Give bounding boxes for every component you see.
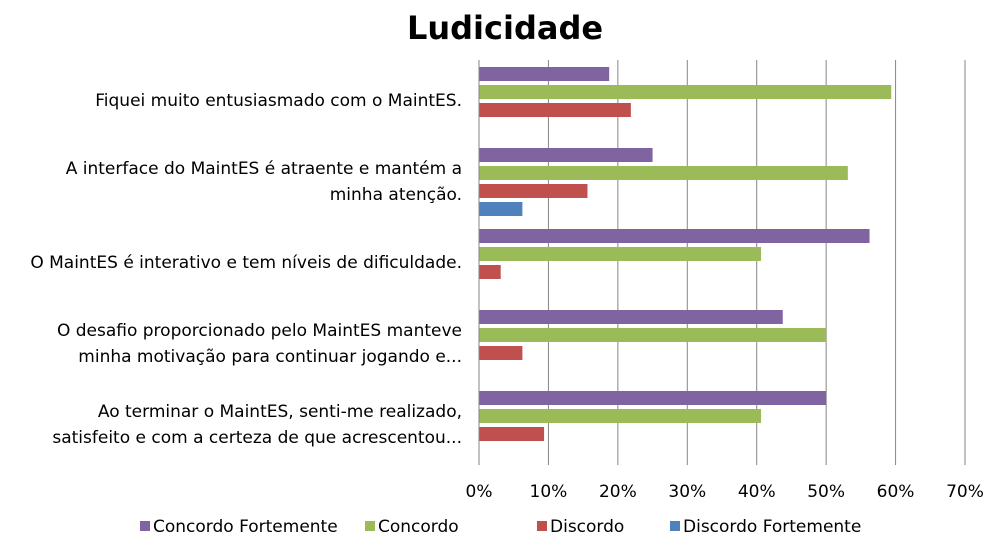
bar xyxy=(479,265,501,279)
category-text: Fiquei muito entusiasmado com o MaintES. xyxy=(95,90,462,111)
legend-swatch xyxy=(537,521,547,531)
bar xyxy=(479,229,870,243)
legend-label: Discordo Fortemente xyxy=(683,517,861,537)
legend-swatch xyxy=(140,521,150,531)
bar xyxy=(479,67,610,81)
category-label: A interface do MaintES é atraente e mant… xyxy=(0,141,462,222)
x-tick-label: 0% xyxy=(466,482,493,502)
bar xyxy=(479,427,545,441)
bar xyxy=(479,103,631,117)
bar xyxy=(479,148,653,162)
bar xyxy=(479,85,892,99)
category-label: Fiquei muito entusiasmado com o MaintES. xyxy=(0,60,462,141)
legend-swatch xyxy=(670,521,680,531)
category-label: O desafio proporcionado pelo MaintES man… xyxy=(0,303,462,384)
x-tick-label: 50% xyxy=(807,482,845,502)
category-text: Ao terminar o MaintES, senti-me realizad… xyxy=(52,401,462,448)
legend-swatch xyxy=(365,521,375,531)
legend-label: Concordo xyxy=(378,517,459,537)
category-text: A interface do MaintES é atraente e mant… xyxy=(65,158,462,205)
bar xyxy=(479,184,588,198)
bar xyxy=(479,247,762,261)
legend-label: Discordo xyxy=(550,517,624,537)
bar xyxy=(479,166,848,180)
x-tick-label: 40% xyxy=(738,482,776,502)
x-tick-label: 60% xyxy=(877,482,915,502)
bar xyxy=(479,409,762,423)
chart-title: Ludicidade xyxy=(407,9,603,47)
x-tick-label: 20% xyxy=(599,482,637,502)
category-text: O MaintES é interativo e tem níveis de d… xyxy=(30,252,462,273)
category-label: O MaintES é interativo e tem níveis de d… xyxy=(0,222,462,303)
bar xyxy=(479,346,523,360)
x-tick-label: 30% xyxy=(668,482,706,502)
category-text: O desafio proporcionado pelo MaintES man… xyxy=(56,320,462,367)
legend-label: Concordo Fortemente xyxy=(153,517,338,537)
x-tick-label: 10% xyxy=(530,482,568,502)
x-tick-label: 70% xyxy=(946,482,984,502)
bar xyxy=(479,202,523,216)
bar xyxy=(479,310,783,324)
bar xyxy=(479,328,827,342)
bar xyxy=(479,391,827,405)
category-label: Ao terminar o MaintES, senti-me realizad… xyxy=(0,384,462,465)
